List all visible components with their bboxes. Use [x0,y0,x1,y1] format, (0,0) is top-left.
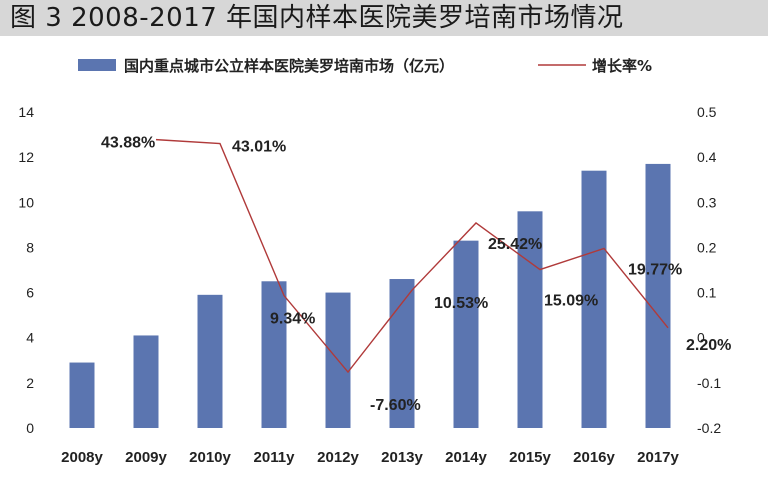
y-left-tick-label: 0 [26,420,34,436]
x-axis: 2008y 2009y 2010y 2011y 2012y 2013y 2014y 2015y… [61,449,679,466]
chart-area: 国内重点城市公立样本医院美罗培南市场（亿元） 增长率% 02468101214 … [18,57,731,466]
y-left-tick-label: 10 [18,194,34,210]
growth-line [155,138,669,374]
growth-data-label: -7.60% [370,397,421,414]
x-tick-label: 2017y [637,449,679,466]
bar-series [69,163,671,428]
y-right-axis: -0.2 -0.1 0 0.1 0.2 0.3 0.4 0.5 [697,104,721,436]
x-tick-label: 2013y [381,449,423,466]
x-tick-label: 2012y [317,449,359,466]
chart-title: 图 3 2008-2017 年国内样本医院美罗培南市场情况 [0,0,768,36]
bar [581,170,607,428]
growth-data-label: 25.42% [488,236,542,253]
x-tick-label: 2010y [189,449,231,466]
x-tick-label: 2014y [445,449,487,466]
y-right-tick-label: -0.2 [697,420,721,436]
y-right-tick-label: -0.1 [697,375,721,391]
legend: 国内重点城市公立样本医院美罗培南市场（亿元） 增长率% [78,57,652,75]
bar [197,294,223,428]
y-left-tick-label: 12 [18,149,34,165]
y-right-tick-label: 0 [697,330,705,346]
growth-line-series [155,138,669,374]
y-left-tick-label: 14 [18,104,34,120]
y-right-tick-label: 0.5 [697,104,717,120]
growth-data-label: 15.09% [544,293,598,310]
y-left-tick-label: 6 [26,285,34,301]
growth-data-label: 9.34% [270,311,315,328]
bar [133,335,159,428]
growth-data-label: 2.20% [686,337,731,354]
growth-data-label: 43.88% [101,135,155,152]
growth-data-label: 19.77% [628,261,682,278]
y-right-tick-label: 0.3 [697,194,717,210]
bar [517,211,543,428]
x-tick-label: 2015y [509,449,551,466]
y-right-tick-label: 0.1 [697,285,717,301]
legend-bar-swatch [78,59,116,71]
legend-bar-label: 国内重点城市公立样本医院美罗培南市场（亿元） [124,57,454,75]
y-left-axis: 0 2 4 6 8 10 12 14 [18,104,34,436]
y-left-tick-label: 2 [26,375,34,391]
y-left-tick-label: 4 [26,330,34,346]
x-tick-label: 2008y [61,449,103,466]
x-tick-label: 2016y [573,449,615,466]
growth-data-label: 43.01% [232,139,286,156]
legend-line-label: 增长率% [592,57,652,75]
growth-data-label: 10.53% [434,295,488,312]
data-labels: 43.88% 43.01% 9.34% -7.60% 10.53% 25.42% 15.09… [101,135,731,414]
bar [453,240,479,428]
bar [645,163,671,428]
bar [69,362,95,428]
x-tick-label: 2011y [254,449,296,466]
y-right-tick-label: 0.2 [697,239,717,255]
y-right-tick-label: 0.4 [697,149,717,165]
bar [261,281,287,428]
x-tick-label: 2009y [125,449,167,466]
y-left-tick-label: 8 [26,239,34,255]
